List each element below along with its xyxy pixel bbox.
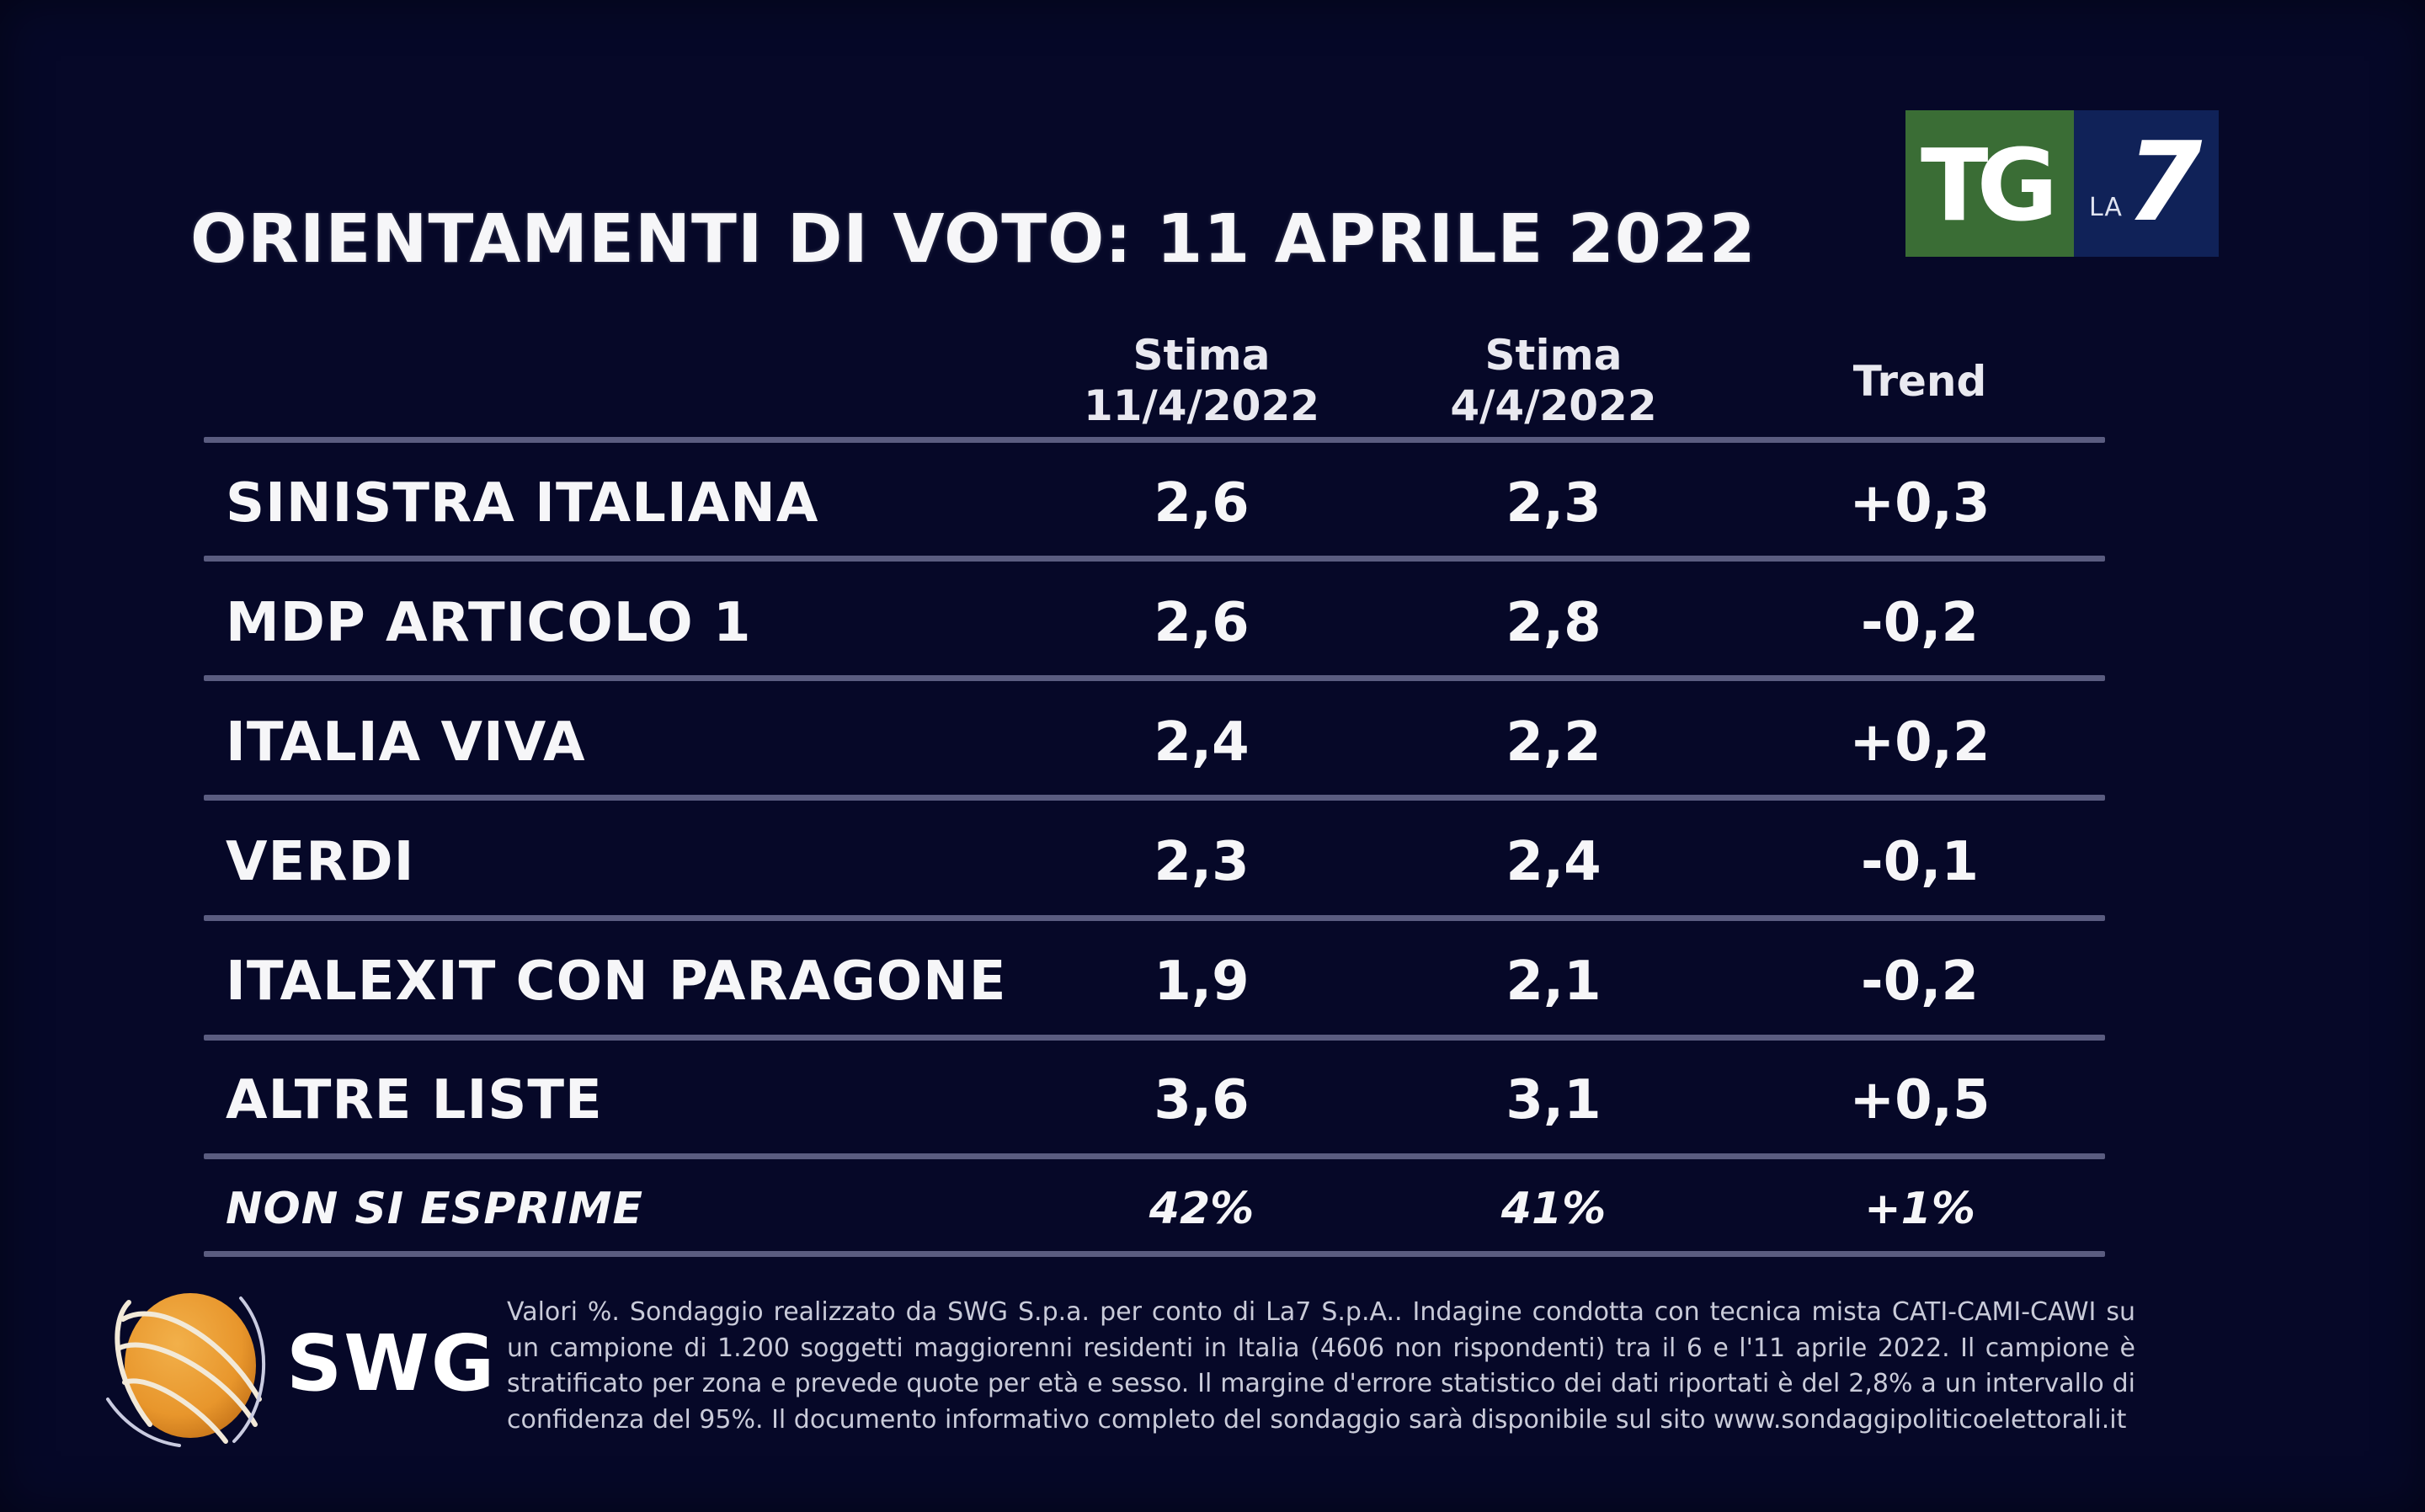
value-previous: 2,3: [1506, 472, 1602, 535]
swg-logo-text: SWG: [286, 1318, 497, 1408]
column-header-current: Stima 11/4/2022: [1042, 330, 1362, 431]
non-voters-trend: +1%: [1864, 1184, 1975, 1234]
value-current: 1,9: [1154, 950, 1250, 1013]
value-previous: 2,1: [1506, 950, 1602, 1013]
swg-logo: SWG: [99, 1281, 494, 1450]
tg-la7-logo: TG LA 7: [1905, 110, 2219, 257]
methodology-note: Valori %. Sondaggio realizzato da SWG S.…: [507, 1297, 2135, 1435]
non-voters-label: NON SI ESPRIME: [226, 1184, 643, 1234]
value-previous: 3,1: [1506, 1069, 1602, 1131]
column-header-previous-line2: 4/4/2022: [1450, 381, 1657, 430]
table-separator: [204, 675, 2105, 681]
value-trend: +0,3: [1849, 472, 1991, 535]
value-trend: -0,2: [1861, 592, 1979, 654]
tg-logo-text: TG: [1921, 127, 2058, 243]
table-separator: [204, 437, 2105, 443]
value-previous: 2,8: [1506, 592, 1602, 654]
party-name: ALTRE LISTE: [226, 1069, 603, 1131]
value-current: 2,3: [1154, 831, 1250, 893]
non-voters-current: 42%: [1149, 1184, 1255, 1234]
non-voters-previous: 41%: [1500, 1184, 1607, 1234]
value-current: 2,4: [1154, 711, 1250, 774]
seven-logo-text: 7: [2126, 118, 2203, 246]
table-separator: [204, 1035, 2105, 1041]
table-separator: [204, 1251, 2105, 1257]
party-name: SINISTRA ITALIANA: [226, 472, 819, 535]
column-header-current-line2: 11/4/2022: [1083, 381, 1320, 430]
value-trend: +0,2: [1849, 711, 1991, 774]
page-title: ORIENTAMENTI DI VOTO: 11 APRILE 2022: [190, 200, 1756, 278]
column-header-previous: Stima 4/4/2022: [1394, 330, 1713, 431]
value-trend: -0,1: [1861, 831, 1979, 893]
value-current: 3,6: [1154, 1069, 1250, 1131]
swg-globe-icon: [106, 1293, 266, 1447]
tg-logo-green-block: TG: [1905, 110, 2074, 257]
la7-logo-blue-block: LA 7: [2074, 110, 2219, 257]
table-separator: [204, 556, 2105, 562]
table-separator: [204, 915, 2105, 921]
la-logo-text: LA: [2089, 193, 2123, 222]
value-previous: 2,2: [1506, 711, 1602, 774]
value-trend: +0,5: [1849, 1069, 1991, 1131]
column-header-previous-line1: Stima: [1484, 331, 1623, 380]
table-separator: [204, 795, 2105, 801]
column-header-trend: Trend: [1760, 356, 2080, 407]
party-name: ITALEXIT CON PARAGONE: [226, 950, 1007, 1013]
party-name: ITALIA VIVA: [226, 711, 586, 774]
value-current: 2,6: [1154, 472, 1250, 535]
value-current: 2,6: [1154, 592, 1250, 654]
party-name: MDP ARTICOLO 1: [226, 592, 752, 654]
party-name: VERDI: [226, 831, 415, 893]
column-header-current-line1: Stima: [1133, 331, 1271, 380]
value-trend: -0,2: [1861, 950, 1979, 1013]
table-separator: [204, 1153, 2105, 1159]
column-header-trend-label: Trend: [1852, 357, 1987, 406]
value-previous: 2,4: [1506, 831, 1602, 893]
